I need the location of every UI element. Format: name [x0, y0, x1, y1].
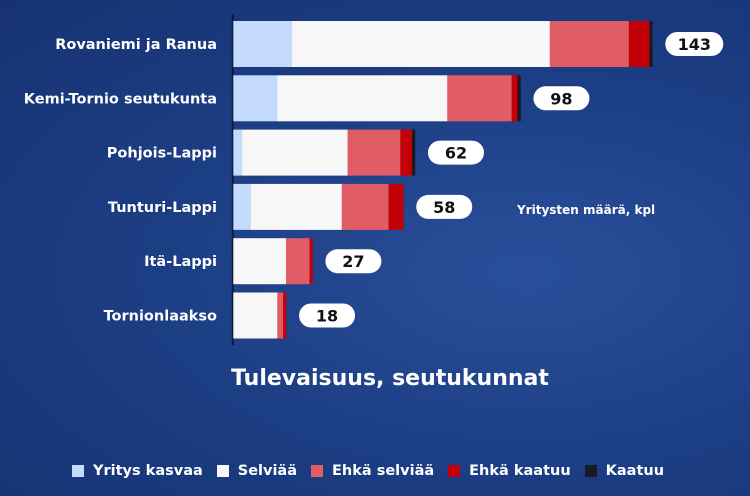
legend-item: Kaatuu: [584, 463, 665, 479]
bar-segment-ehk-kaatuu: [628, 21, 650, 67]
legend-label: Yritys kasvaa: [93, 463, 203, 479]
total-value-label: 62: [445, 144, 467, 163]
legend-item: Yritys kasvaa: [72, 463, 203, 479]
category-label: Pohjois-Lappi: [107, 146, 217, 162]
category-label: Itä-Lappi: [144, 254, 217, 270]
legend: Yritys kasvaa Selviää Ehkä selviää Ehkä …: [72, 463, 664, 479]
bar-segment-yritys-kasvaa: [233, 21, 293, 67]
total-pill: [665, 32, 724, 56]
legend-label: Kaatuu: [605, 463, 665, 479]
bar-segment-ehk-kaatuu: [400, 129, 413, 176]
category-label: Tornionlaakso: [104, 309, 217, 325]
bar-segment-yritys-kasvaa: [233, 183, 252, 230]
bar-segment-kaatuu: [412, 129, 416, 176]
bar-segment-ehk-kaatuu: [309, 238, 313, 285]
category-label: Rovaniemi ja Ranua: [55, 37, 217, 53]
legend-swatch: [448, 465, 461, 477]
bar-segment-selvi-: [250, 183, 343, 230]
bar-segment-ehk-selvi-: [286, 238, 310, 285]
bar-segment-selvi-: [242, 129, 348, 176]
legend-item: Selviää: [216, 463, 298, 479]
bar-segment-ehk-kaatuu: [388, 183, 404, 230]
legend-label: Ehkä kaatuu: [469, 463, 571, 479]
bar-segment-yritys-kasvaa: [233, 75, 278, 122]
legend-item: Ehkä selviää: [311, 463, 434, 479]
total-pill: [416, 194, 473, 219]
bar-segment-ehk-kaatuu: [511, 75, 518, 122]
bar-segment-selvi-: [277, 75, 448, 122]
bar-segment-ehk-selvi-: [341, 183, 389, 230]
total-value-label: 98: [550, 89, 572, 108]
total-pill: [299, 303, 356, 328]
legend-swatch: [584, 465, 597, 477]
bar-segment-selvi-: [233, 238, 287, 285]
bar-segment-kaatuu: [517, 75, 521, 122]
legend-label: Selviää: [237, 463, 298, 479]
bar-segment-kaatuu: [649, 21, 653, 67]
total-value-label: 58: [433, 198, 455, 217]
category-label: Tunturi-Lappi: [108, 200, 217, 216]
bar-segment-selvi-: [233, 292, 278, 339]
legend-swatch: [216, 465, 229, 477]
total-value-label: 27: [342, 252, 364, 271]
total-value-label: 143: [678, 35, 711, 54]
chart-title: Tulevaisuus, seutukunnat: [231, 366, 549, 391]
bar-segment-yritys-kasvaa: [233, 129, 243, 176]
unit-label: Yritysten määrä, kpl: [517, 203, 656, 217]
legend-item: Ehkä kaatuu: [448, 463, 571, 479]
total-pill: [325, 249, 382, 274]
legend-label: Ehkä selviää: [332, 463, 435, 479]
bar-segment-selvi-: [291, 21, 551, 67]
legend-swatch: [72, 465, 84, 477]
legend-swatch: [311, 465, 324, 477]
total-pill: [533, 86, 590, 111]
bar-segment-ehk-selvi-: [277, 292, 284, 339]
total-pill: [427, 140, 484, 165]
total-value-label: 18: [316, 307, 338, 326]
bar-segment-ehk-selvi-: [347, 129, 401, 176]
bar-segment-ehk-selvi-: [549, 21, 630, 67]
bar-segment-ehk-selvi-: [447, 75, 512, 122]
category-label: Kemi-Tornio seutukunta: [24, 91, 217, 107]
bar-segment-ehk-kaatuu: [283, 292, 287, 339]
